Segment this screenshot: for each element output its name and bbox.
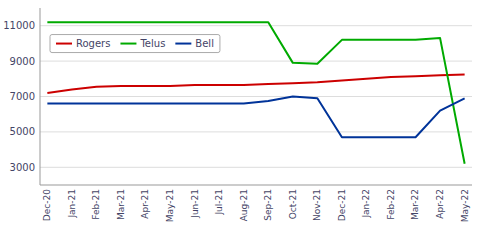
legend-label: Bell bbox=[195, 38, 214, 49]
x-tick-label: May-22 bbox=[460, 189, 470, 222]
x-tick-label: Apr-22 bbox=[435, 189, 445, 219]
x-axis-line bbox=[40, 185, 472, 186]
legend-swatch bbox=[56, 43, 72, 45]
chart: 3000 5000 7000 9000 11000 Dec-20 Jan-21 Feb-21 M… bbox=[0, 0, 480, 227]
legend-swatch bbox=[175, 43, 191, 45]
x-tick-label: Aug-21 bbox=[239, 189, 249, 221]
x-tick-label: Jun-21 bbox=[190, 189, 200, 219]
series-line bbox=[47, 22, 464, 164]
grid-line bbox=[40, 61, 472, 62]
legend-swatch bbox=[120, 43, 136, 45]
grid-line bbox=[40, 96, 472, 97]
x-tick-label: Dec-20 bbox=[42, 189, 52, 221]
grid-line bbox=[40, 131, 472, 132]
series-line bbox=[47, 74, 464, 93]
legend-label: Telus bbox=[139, 38, 165, 49]
series-line bbox=[47, 97, 464, 138]
x-tick-label: Jan-22 bbox=[361, 189, 371, 219]
y-axis-line bbox=[40, 8, 41, 185]
x-tick-label: Apr-21 bbox=[140, 189, 150, 219]
grid-line bbox=[40, 25, 472, 26]
grid-line bbox=[40, 167, 472, 168]
x-tick-label: Feb-22 bbox=[386, 189, 396, 220]
x-tick-label: May-21 bbox=[165, 189, 175, 222]
legend-label: Rogers bbox=[76, 38, 110, 49]
y-tick-label: 7000 bbox=[10, 91, 35, 102]
x-tick-label: Feb-21 bbox=[91, 189, 101, 220]
legend-box bbox=[50, 35, 220, 53]
x-tick-label: Nov-21 bbox=[312, 189, 322, 221]
x-tick-label: Jan-21 bbox=[67, 189, 77, 219]
x-tick-label: Mar-21 bbox=[116, 189, 126, 220]
legend: Rogers Telus Bell bbox=[50, 35, 220, 53]
y-tick-label: 9000 bbox=[10, 56, 35, 67]
x-tick-label: Oct-21 bbox=[288, 189, 298, 219]
plot-area bbox=[47, 22, 464, 164]
y-tick-label: 3000 bbox=[10, 162, 35, 173]
y-tick-label: 5000 bbox=[10, 126, 35, 137]
x-tick-label: Sep-21 bbox=[263, 189, 273, 221]
x-tick-label: Jul-21 bbox=[214, 189, 224, 216]
x-tick-label: Dec-21 bbox=[337, 189, 347, 221]
y-tick-label: 11000 bbox=[3, 20, 35, 31]
x-tick-label: Mar-22 bbox=[410, 189, 420, 220]
